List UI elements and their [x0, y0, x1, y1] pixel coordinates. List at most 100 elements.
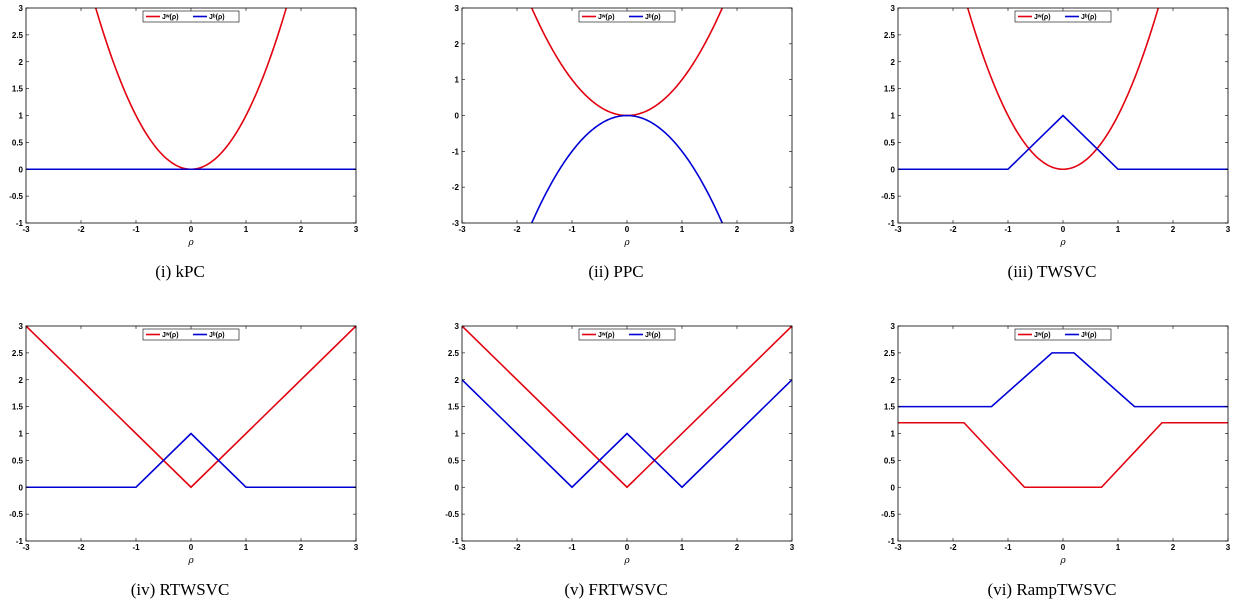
y-tick-label: 1: [891, 112, 896, 121]
x-tick-label: 2: [299, 543, 304, 552]
y-tick-label: 0.5: [884, 456, 896, 465]
caption-rtwsvc: (iv) RTWSVC: [130, 580, 230, 599]
series-line-jw: [898, 421, 1228, 489]
y-tick-label: 2.5: [884, 31, 896, 40]
x-tick-label: -1: [132, 543, 140, 552]
caption-frtwsvc: (v) FRTWSVC: [564, 580, 668, 599]
x-axis-label: ρ: [623, 238, 630, 248]
legend: Jʷ(ρ) Jᵇ(ρ): [142, 10, 240, 23]
plot-rtwsvc: -3 -2 -1 0 1 2 3 -1 -0.5 0 0.5 1 1.5 2 2.5 3 ρ Jʷ(ρ) Jᵇ(ρ): [9, 322, 359, 566]
y-tick-label: 0.5: [12, 138, 24, 147]
y-tick-label: 0: [455, 112, 460, 121]
legend-box: [142, 10, 240, 23]
x-axis-label: ρ: [187, 238, 194, 248]
plot-kpc: -3 -2 -1 0 1 2 3 -1 -0.5 0 0.5 1 1.5 2 2.5 3 ρ Jʷ(ρ) Jᵇ(ρ): [9, 4, 359, 248]
y-tick-label: 2: [19, 58, 24, 67]
y-tick-label: 1.5: [12, 403, 24, 412]
y-tick-label: 1: [19, 112, 24, 121]
series-line-jw: [462, 326, 792, 489]
y-tick-label: -0.5: [9, 510, 23, 519]
x-axis-label: ρ: [623, 556, 630, 566]
y-tick-label: -0.5: [9, 192, 23, 201]
subplot-ramptwsvc: -3 -2 -1 0 1 2 3 -1 -0.5 0 0.5 1 1.5 2 2.5 3 ρ Jʷ(ρ) Jᵇ(ρ)…: [872, 318, 1232, 608]
y-tick-label: 3: [891, 322, 896, 331]
legend-label-jw: Jʷ(ρ): [1034, 14, 1051, 21]
x-tick-label: 0: [1061, 543, 1066, 552]
y-tick-label: -3: [452, 219, 460, 228]
y-tick-label: 1.5: [12, 85, 24, 94]
plot-area: [26, 8, 356, 223]
y-tick-label: 1: [455, 76, 460, 85]
y-tick-label: 1.5: [884, 403, 896, 412]
x-tick-label: -2: [949, 225, 957, 234]
plot-frtwsvc: -3 -2 -1 0 1 2 3 -1 -0.5 0 0.5 1 1.5 2 2.5 3 ρ Jʷ(ρ) Jᵇ(ρ): [445, 322, 795, 566]
subplot-kpc: -3 -2 -1 0 1 2 3 -1 -0.5 0 0.5 1 1.5 2 2.5 3 ρ Jʷ(ρ) Jᵇ(ρ)…: [0, 0, 360, 290]
series-line-jb: [898, 114, 1228, 171]
y-tick-label: 2.5: [12, 349, 24, 358]
y-tick-label: 0: [19, 165, 24, 174]
y-tick-label: -0.5: [881, 192, 895, 201]
x-tick-label: 1: [244, 225, 249, 234]
legend-box: [1014, 10, 1112, 23]
x-tick-label: 2: [299, 225, 304, 234]
caption-ppc: (ii) PPC: [588, 262, 644, 281]
legend-label-jw: Jʷ(ρ): [598, 332, 615, 339]
legend-label-jb: Jᵇ(ρ): [1081, 332, 1097, 339]
y-tick-label: 2: [19, 376, 24, 385]
legend-label-jb: Jᵇ(ρ): [209, 332, 225, 339]
x-tick-label: -3: [22, 543, 30, 552]
x-tick-label: -1: [132, 225, 140, 234]
y-tick-label: 2.5: [884, 349, 896, 358]
x-tick-label: -3: [458, 225, 466, 234]
y-tick-label: -1: [888, 219, 896, 228]
x-tick-label: -3: [22, 225, 30, 234]
legend-label-jw: Jʷ(ρ): [162, 14, 179, 21]
x-axis-label: ρ: [187, 556, 194, 566]
x-axis-label: ρ: [1059, 238, 1066, 248]
legend-label-jb: Jᵇ(ρ): [645, 332, 661, 339]
x-tick-label: 3: [790, 543, 795, 552]
y-tick-label: 2: [455, 40, 460, 49]
y-tick-label: -0.5: [881, 510, 895, 519]
series-line-jb: [462, 379, 792, 489]
legend-box: [142, 328, 240, 341]
series-line-jb: [898, 352, 1228, 408]
legend-label-jb: Jᵇ(ρ): [1081, 14, 1097, 21]
legend-label-jw: Jʷ(ρ): [162, 332, 179, 339]
series-line-jb: [26, 432, 356, 489]
caption-twsvc: (iii) TWSVC: [1007, 262, 1097, 281]
legend-box: [1014, 328, 1112, 341]
y-tick-label: -0.5: [445, 510, 459, 519]
y-tick-label: 0.5: [12, 456, 24, 465]
x-tick-label: 2: [1171, 543, 1176, 552]
series-line-jw: [26, 326, 356, 489]
y-tick-label: -1: [452, 537, 460, 546]
x-tick-label: -3: [458, 543, 466, 552]
x-tick-label: -2: [513, 225, 521, 234]
caption-kpc: (i) kPC: [155, 262, 205, 281]
y-tick-label: 1: [891, 430, 896, 439]
x-tick-label: -2: [77, 225, 85, 234]
x-tick-label: -3: [894, 543, 902, 552]
y-tick-label: 0: [891, 165, 896, 174]
x-tick-label: -1: [568, 543, 576, 552]
legend-box: [578, 10, 676, 23]
x-tick-label: -2: [513, 543, 521, 552]
y-tick-label: 2: [455, 376, 460, 385]
x-tick-label: 0: [625, 543, 630, 552]
legend-label-jw: Jʷ(ρ): [1034, 332, 1051, 339]
y-tick-label: 0: [891, 483, 896, 492]
y-tick-label: 3: [455, 322, 460, 331]
y-tick-label: 0: [455, 483, 460, 492]
x-tick-label: 3: [790, 225, 795, 234]
x-tick-label: 1: [680, 543, 685, 552]
y-tick-label: 0.5: [884, 138, 896, 147]
x-tick-label: -1: [568, 225, 576, 234]
subplot-rtwsvc: -3 -2 -1 0 1 2 3 -1 -0.5 0 0.5 1 1.5 2 2.5 3 ρ Jʷ(ρ) Jᵇ(ρ)…: [0, 318, 360, 608]
x-tick-label: 2: [735, 543, 740, 552]
y-tick-label: 2: [891, 376, 896, 385]
x-tick-label: -2: [77, 543, 85, 552]
plot-ppc: -3 -2 -1 0 1 2 3 -3 -2 -1 0 1 2 3 ρ Jʷ(ρ) Jᵇ(ρ): [452, 4, 795, 248]
series-line-jb: [530, 114, 724, 223]
x-tick-label: 1: [680, 225, 685, 234]
